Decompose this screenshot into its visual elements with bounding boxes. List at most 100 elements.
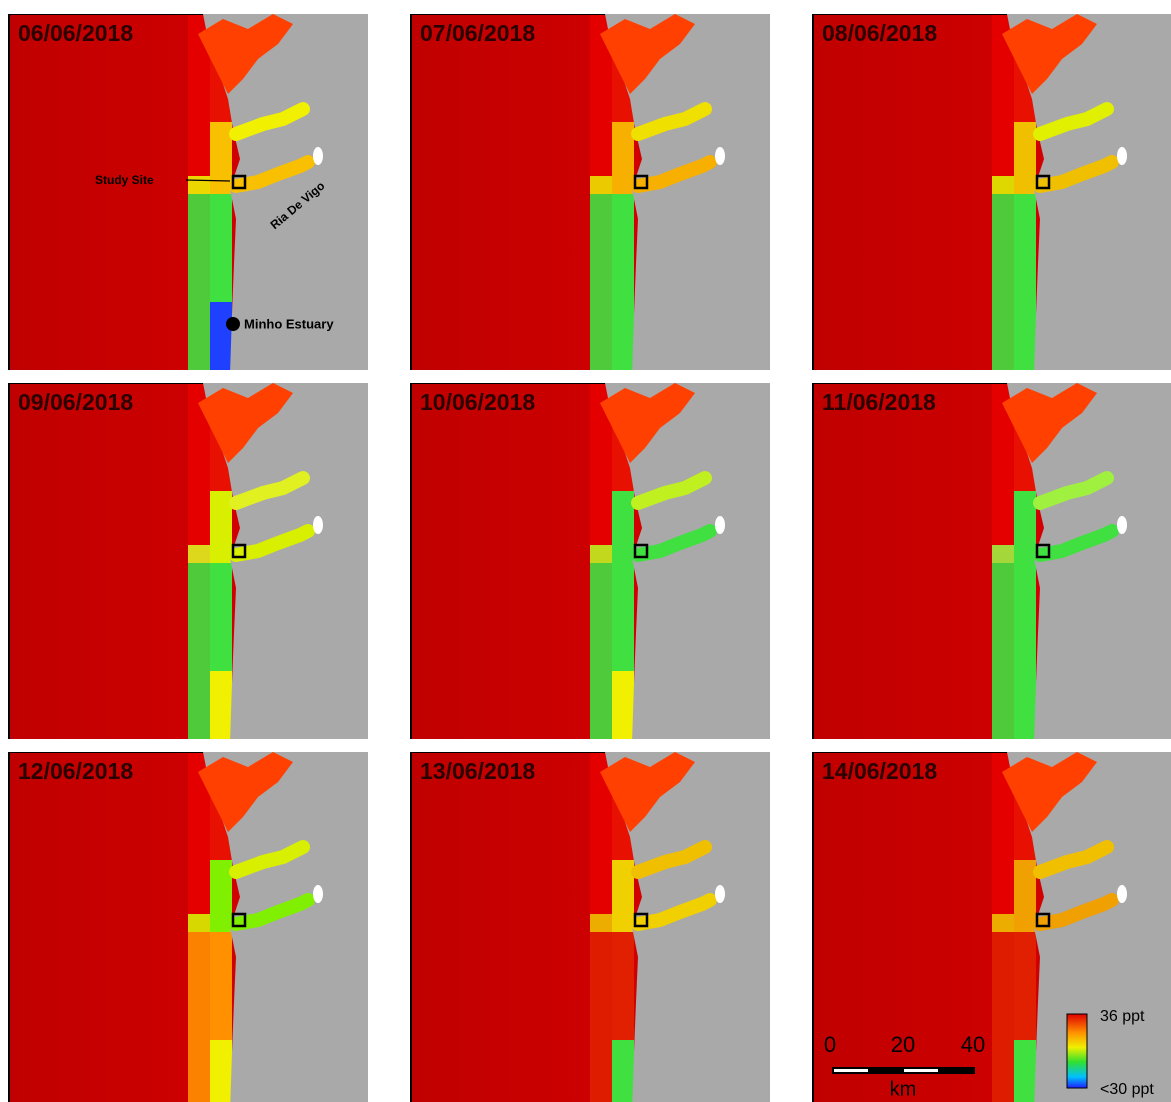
coastal-cell bbox=[590, 266, 612, 284]
coastal-cell bbox=[992, 725, 1014, 739]
coastal-cell bbox=[1014, 545, 1036, 563]
coastal-cell bbox=[210, 671, 232, 689]
coastal-cell bbox=[188, 302, 210, 320]
coastal-cell bbox=[210, 878, 232, 896]
panel-date: 06/06/2018 bbox=[18, 20, 133, 46]
coastal-cell bbox=[992, 194, 1014, 212]
ria-north bbox=[1033, 471, 1114, 510]
coastal-cell bbox=[1014, 491, 1036, 509]
coastal-cell bbox=[590, 455, 612, 473]
coastal-cell bbox=[992, 437, 1014, 455]
coastal-cell bbox=[590, 878, 612, 896]
coastal-cell bbox=[612, 1004, 634, 1022]
coastal-cell bbox=[612, 194, 634, 212]
ria-north bbox=[1033, 840, 1114, 879]
coastal-cell bbox=[210, 491, 232, 509]
coastal-cell bbox=[188, 653, 210, 671]
coastal-cell bbox=[210, 896, 232, 914]
coastal-cell bbox=[188, 581, 210, 599]
coastal-cell bbox=[210, 140, 232, 158]
coastal-cell bbox=[1014, 104, 1036, 122]
coastal-cell bbox=[188, 527, 210, 545]
coastal-cell bbox=[188, 212, 210, 230]
coastal-cell bbox=[188, 824, 210, 842]
coastal-cell bbox=[612, 356, 634, 370]
north-ria bbox=[198, 383, 293, 463]
coastal-cell bbox=[992, 707, 1014, 725]
coastal-cell bbox=[210, 617, 232, 635]
coastal-cell bbox=[210, 212, 232, 230]
coastal-cell bbox=[188, 950, 210, 968]
coastal-cell bbox=[188, 158, 210, 176]
coastal-cell bbox=[1014, 968, 1036, 986]
coastal-cell bbox=[992, 1076, 1014, 1094]
coastal-cell bbox=[210, 1022, 232, 1040]
coastal-cell bbox=[992, 986, 1014, 1004]
coastal-cell bbox=[992, 878, 1014, 896]
north-ria bbox=[1002, 752, 1097, 832]
coastal-cell bbox=[612, 707, 634, 725]
land bbox=[605, 383, 770, 739]
coastal-cell bbox=[612, 212, 634, 230]
coastal-cell bbox=[188, 1076, 210, 1094]
coastal-cell bbox=[210, 914, 232, 932]
coastal-cell bbox=[210, 266, 232, 284]
ria-vigo bbox=[631, 524, 717, 562]
coastal-cell bbox=[210, 509, 232, 527]
panel-date: 10/06/2018 bbox=[420, 389, 535, 415]
coastal-cell bbox=[612, 842, 634, 860]
coastal-cell bbox=[188, 860, 210, 878]
ria-north bbox=[631, 840, 712, 879]
study-site bbox=[231, 912, 247, 928]
coastal-cell bbox=[590, 212, 612, 230]
coastal-cell bbox=[612, 473, 634, 491]
coastal-cell bbox=[590, 140, 612, 158]
coastal-cell bbox=[590, 68, 612, 86]
estuary-head bbox=[313, 885, 323, 903]
coastal-cell bbox=[612, 1058, 634, 1076]
coastal-cell bbox=[1014, 284, 1036, 302]
coastal-cell bbox=[1014, 356, 1036, 370]
coastal-cell bbox=[590, 1076, 612, 1094]
coastal-cell bbox=[188, 842, 210, 860]
coastal-cell bbox=[992, 158, 1014, 176]
coastal-cell bbox=[992, 473, 1014, 491]
scale-tick-label: 20 bbox=[891, 1032, 915, 1057]
coastal-cell bbox=[992, 842, 1014, 860]
coastal-cell bbox=[1014, 860, 1036, 878]
coastal-cell bbox=[590, 896, 612, 914]
coastal-cell bbox=[590, 1040, 612, 1058]
coastal-cell bbox=[992, 284, 1014, 302]
study-site bbox=[231, 174, 247, 190]
coastal-cell bbox=[188, 545, 210, 563]
coastal-cell bbox=[590, 338, 612, 356]
coastal-cell bbox=[1014, 725, 1036, 739]
coastal-cell bbox=[188, 968, 210, 986]
ria-vigo bbox=[229, 524, 315, 562]
coastal-cell bbox=[188, 284, 210, 302]
coastal-cell bbox=[1014, 986, 1036, 1004]
coastal-cell bbox=[1014, 338, 1036, 356]
scale-tick-label: 0 bbox=[824, 1032, 836, 1057]
panel-date: 12/06/2018 bbox=[18, 758, 133, 784]
land bbox=[203, 383, 368, 739]
coastal-cell bbox=[590, 50, 612, 68]
coastal-cell bbox=[1014, 320, 1036, 338]
coastal-cell bbox=[188, 338, 210, 356]
coastal-cell bbox=[992, 653, 1014, 671]
coastal-cell bbox=[590, 473, 612, 491]
coastal-cell bbox=[612, 302, 634, 320]
coastal-cell bbox=[1014, 950, 1036, 968]
coastal-cell bbox=[1014, 194, 1036, 212]
map-panel: 12/06/2018 bbox=[8, 752, 368, 1102]
study-site-arrow bbox=[185, 179, 231, 182]
coastal-cell bbox=[992, 968, 1014, 986]
coastal-cell bbox=[188, 986, 210, 1004]
coastal-cell bbox=[188, 599, 210, 617]
coastal-cell bbox=[992, 491, 1014, 509]
coastal-cell bbox=[992, 50, 1014, 68]
coastal-cell bbox=[590, 986, 612, 1004]
coastal-cell bbox=[188, 689, 210, 707]
coastal-cell bbox=[590, 671, 612, 689]
coastal-cell bbox=[1014, 176, 1036, 194]
